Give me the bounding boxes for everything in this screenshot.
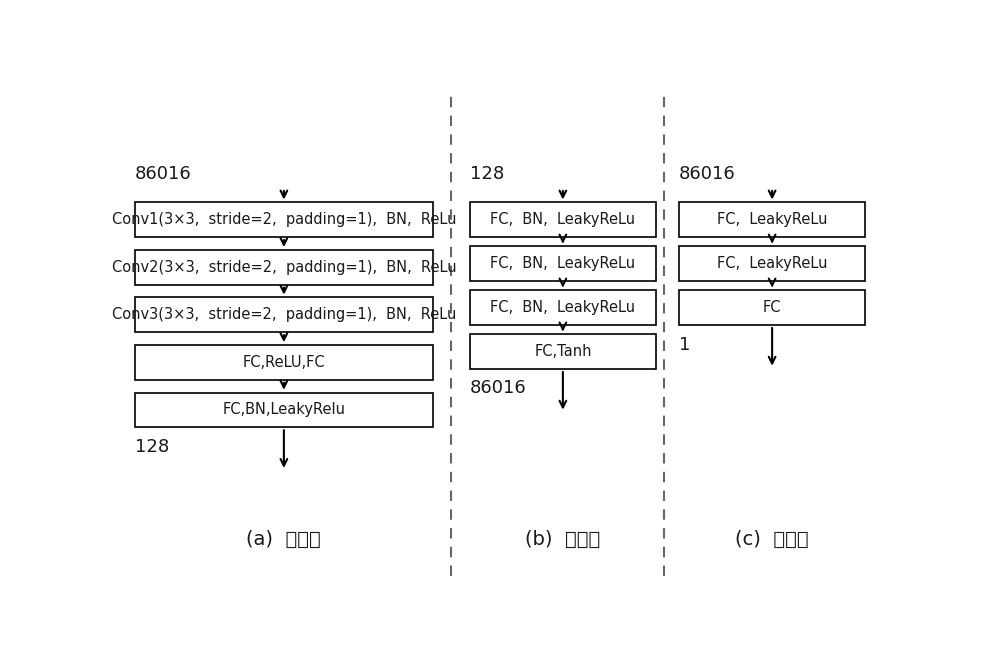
- Text: FC,  BN,  LeakyReLu: FC, BN, LeakyReLu: [490, 212, 635, 227]
- Bar: [470, 290, 656, 325]
- Bar: [679, 246, 865, 281]
- Text: 86016: 86016: [470, 380, 527, 398]
- Text: FC,  BN,  LeakyReLu: FC, BN, LeakyReLu: [490, 300, 635, 315]
- Bar: [470, 203, 656, 237]
- Text: Conv2(3×3,  stride=2,  padding=1),  BN,  ReLu: Conv2(3×3, stride=2, padding=1), BN, ReL…: [112, 260, 456, 275]
- Bar: [679, 203, 865, 237]
- Bar: [135, 345, 433, 380]
- Text: FC: FC: [763, 300, 781, 315]
- Text: 1: 1: [679, 335, 690, 353]
- Text: 86016: 86016: [135, 165, 191, 183]
- Bar: [135, 297, 433, 332]
- Bar: [135, 203, 433, 237]
- Text: Conv3(3×3,  stride=2,  padding=1),  BN,  ReLu: Conv3(3×3, stride=2, padding=1), BN, ReL…: [112, 307, 456, 322]
- Text: FC,ReLU,FC: FC,ReLU,FC: [243, 355, 325, 370]
- Text: (c)  鉴别器: (c) 鉴别器: [735, 531, 809, 549]
- Bar: [135, 392, 433, 428]
- Text: FC,Tanh: FC,Tanh: [534, 344, 592, 359]
- Bar: [470, 334, 656, 369]
- Text: 86016: 86016: [679, 165, 736, 183]
- Bar: [470, 246, 656, 281]
- Text: FC,BN,LeakyRelu: FC,BN,LeakyRelu: [222, 402, 345, 418]
- Text: FC,  LeakyReLu: FC, LeakyReLu: [717, 256, 827, 271]
- Bar: [135, 250, 433, 285]
- Bar: [679, 290, 865, 325]
- Text: (a)  编码器: (a) 编码器: [246, 531, 321, 549]
- Text: Conv1(3×3,  stride=2,  padding=1),  BN,  ReLu: Conv1(3×3, stride=2, padding=1), BN, ReL…: [112, 212, 456, 227]
- Text: 128: 128: [135, 438, 169, 456]
- Text: (b)  解码器: (b) 解码器: [525, 531, 600, 549]
- Text: 128: 128: [470, 165, 504, 183]
- Text: FC,  BN,  LeakyReLu: FC, BN, LeakyReLu: [490, 256, 635, 271]
- Text: FC,  LeakyReLu: FC, LeakyReLu: [717, 212, 827, 227]
